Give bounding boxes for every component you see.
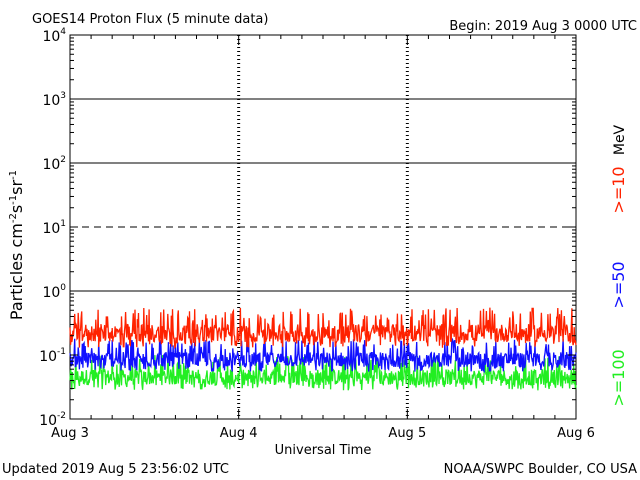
legend-gte10: >=10	[609, 166, 628, 213]
x-tick-label: Aug 5	[388, 426, 426, 441]
series-line-gte10	[69, 307, 577, 350]
credit: NOAA/SWPC Boulder, CO USA	[444, 462, 637, 477]
begin-time: Begin: 2019 Aug 3 0000 UTC	[449, 19, 637, 34]
y-tick-label: 10-2	[39, 411, 66, 429]
axis-ticks: 10-2 10-1 100 101 102 103 104 Aug 3 Aug 4 Aug 5 Au…	[39, 27, 595, 441]
series-line-gte50	[69, 337, 577, 374]
y-tick-label: 104	[42, 27, 66, 45]
updated-time: Updated 2019 Aug 5 23:56:02 UTC	[2, 462, 229, 477]
y-axis-label: Particles cm-2s-1sr-1	[7, 170, 26, 320]
legend-unit: MeV	[612, 124, 628, 155]
x-axis-label: Universal Time	[275, 443, 372, 458]
y-tick-label: 100	[42, 283, 66, 301]
x-tick-label: Aug 4	[220, 426, 258, 441]
x-tick-label: Aug 6	[557, 426, 595, 441]
y-tick-label: 102	[42, 155, 66, 173]
legend-gte100: >=100	[609, 349, 628, 406]
y-tick-label: 103	[42, 91, 66, 109]
y-tick-label: 101	[42, 219, 66, 237]
series-group	[69, 307, 577, 391]
legend-gte50: >=50	[609, 261, 628, 308]
x-tick-label: Aug 3	[51, 426, 89, 441]
y-tick-label: 10-1	[39, 347, 66, 365]
chart-title: GOES14 Proton Flux (5 minute data)	[32, 12, 268, 27]
